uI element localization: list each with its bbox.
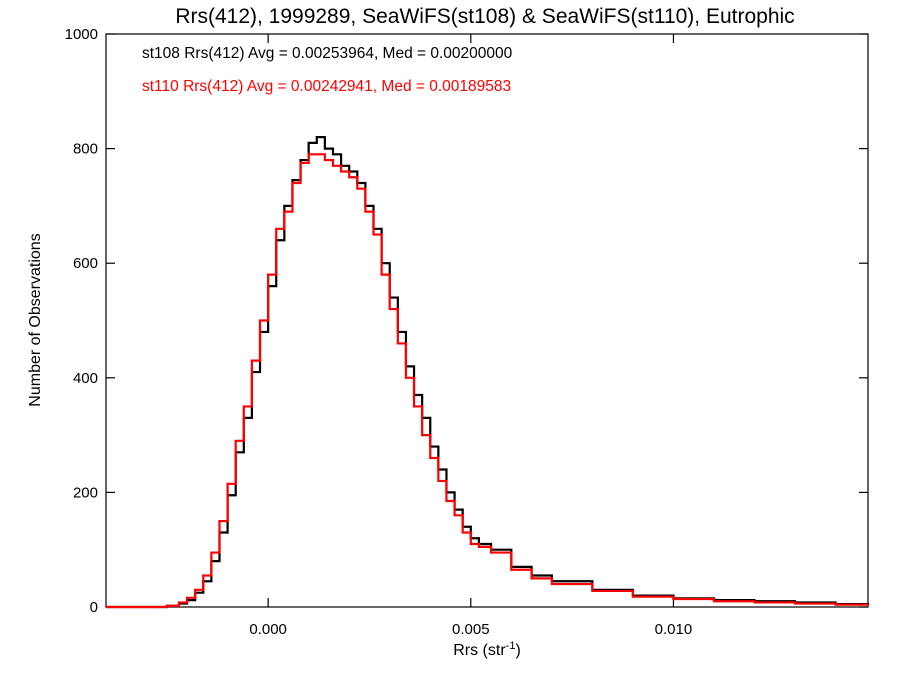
series-st108-line [106,136,870,609]
x-axis-title-end: ) [515,642,520,659]
series-layer [106,136,870,609]
y-tick-label: 200 [73,484,98,501]
annotation-st110: st110 Rrs(412) Avg = 0.00242941, Med = 0… [142,78,511,95]
y-tick-label: 600 [73,255,98,272]
plot-frame [105,33,869,608]
y-tick-label: 800 [73,141,98,158]
chart-title: Rrs(412), 1999289, SeaWiFS(st108) & SeaW… [175,5,794,28]
x-axis-title-sup: -1 [506,640,516,652]
x-axis-title: Rrs (str-1) [453,640,521,659]
series-st110-line [106,153,870,609]
y-tick-label: 1000 [65,26,98,43]
y-tick-label: 400 [73,370,98,387]
x-tick-label: 0.000 [249,621,287,638]
y-axis-title: Number of Observations [27,233,44,406]
annotation-st108: st108 Rrs(412) Avg = 0.00253964, Med = 0… [142,45,513,62]
x-axis-title-main: Rrs (str [453,642,506,659]
x-tick-label: 0.010 [655,621,693,638]
y-tick-label: 0 [90,599,98,616]
x-tick-label: 0.005 [452,621,490,638]
axis-ticks: 0.000 0.005 0.010 0 200 400 600 800 1000 [65,26,868,638]
